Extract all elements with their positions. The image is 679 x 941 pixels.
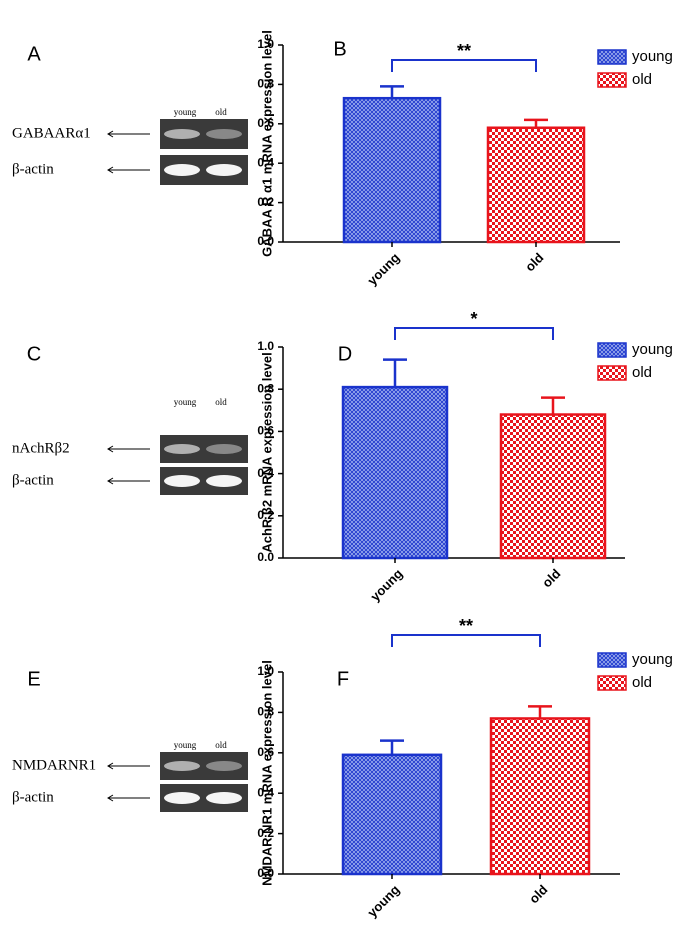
legend-label: young — [632, 651, 673, 668]
gene-label: β-actin — [12, 472, 54, 488]
y-tick-label: 0.6 — [257, 745, 274, 759]
y-tick-label: 1.0 — [257, 37, 274, 51]
legend-swatch — [597, 342, 627, 358]
gel-band — [164, 761, 200, 771]
y-tick-label: 0.4 — [257, 155, 274, 169]
significance-bracket — [391, 59, 537, 72]
gel-band — [206, 129, 242, 139]
gel-band — [206, 475, 242, 487]
gel-band — [206, 444, 242, 454]
y-tick-label: 0.4 — [257, 466, 274, 480]
bar — [341, 753, 443, 876]
y-tick-label: 0.8 — [257, 705, 274, 719]
bar — [486, 126, 586, 244]
y-tick-label: 0.8 — [257, 77, 274, 91]
gene-arrow — [107, 130, 150, 138]
y-tick-label: 0.8 — [257, 381, 274, 395]
gene-label: nAchRβ2 — [12, 440, 70, 456]
panel-label: B — [333, 38, 346, 60]
legend-swatch — [597, 652, 627, 668]
legend-label: young — [632, 341, 673, 358]
x-tick-label: old — [522, 250, 546, 274]
y-tick-label: 0.0 — [257, 550, 274, 564]
panel-label: A — [27, 43, 41, 65]
significance-label: ** — [459, 616, 473, 636]
bar — [499, 413, 607, 560]
lane-label: young — [174, 397, 197, 407]
gene-label: NMDARNR1 — [12, 757, 96, 773]
y-axis-label: GABAA R α1 mRNA expression level — [259, 30, 274, 257]
gene-arrow — [107, 794, 150, 802]
lane-label: young — [174, 107, 197, 117]
legend-label: old — [632, 71, 652, 88]
lane-label: old — [215, 107, 227, 117]
y-tick-label: 1.0 — [257, 339, 274, 353]
gel-band — [164, 475, 200, 487]
x-tick-label: old — [526, 882, 550, 906]
y-tick-label: 0.2 — [257, 826, 274, 840]
gene-label: GABAARα1 — [12, 125, 91, 141]
y-tick-label: 0.6 — [257, 116, 274, 130]
y-tick-label: 0.0 — [257, 866, 274, 880]
gel-band — [206, 761, 242, 771]
bar — [341, 385, 449, 560]
significance-label: * — [470, 309, 477, 329]
bar — [342, 96, 442, 244]
panel-label: D — [338, 343, 352, 365]
y-axis-label: AchR β2 mRNA expression level — [259, 352, 274, 552]
panel-label: C — [27, 343, 41, 365]
y-tick-label: 0.2 — [257, 508, 274, 522]
gene-arrow — [107, 166, 150, 174]
legend-swatch — [597, 72, 627, 88]
y-tick-label: 0.2 — [257, 195, 274, 209]
significance-bracket — [391, 634, 541, 647]
y-tick-label: 0.0 — [257, 234, 274, 248]
significance-bracket — [394, 327, 554, 340]
bar — [489, 717, 591, 876]
gel-band — [164, 792, 200, 804]
lane-label: old — [215, 740, 227, 750]
panel-label: E — [27, 668, 40, 690]
y-axis-label: NMDAR NR1 mRNA expression level — [259, 660, 274, 886]
lane-label: young — [174, 740, 197, 750]
gene-arrow — [107, 762, 150, 770]
panel-label: F — [337, 668, 349, 690]
x-tick-label: old — [539, 566, 563, 590]
gel-band — [164, 444, 200, 454]
y-tick-label: 0.6 — [257, 424, 274, 438]
gel-band — [164, 164, 200, 176]
gel-band — [206, 792, 242, 804]
x-tick-label: young — [364, 882, 402, 920]
legend-label: old — [632, 674, 652, 691]
x-tick-label: young — [367, 566, 405, 604]
gene-label: β-actin — [12, 789, 54, 805]
y-tick-label: 0.4 — [257, 785, 274, 799]
legend-label: old — [632, 364, 652, 381]
y-tick-label: 1.0 — [257, 664, 274, 678]
lane-label: old — [215, 397, 227, 407]
significance-label: ** — [457, 41, 471, 61]
gel-band — [206, 164, 242, 176]
gene-arrow — [107, 477, 150, 485]
gene-arrow — [107, 445, 150, 453]
legend-swatch — [597, 49, 627, 65]
legend-swatch — [597, 365, 627, 381]
gel-band — [164, 129, 200, 139]
legend-swatch — [597, 675, 627, 691]
legend-label: young — [632, 48, 673, 65]
x-tick-label: young — [364, 250, 402, 288]
gene-label: β-actin — [12, 161, 54, 177]
